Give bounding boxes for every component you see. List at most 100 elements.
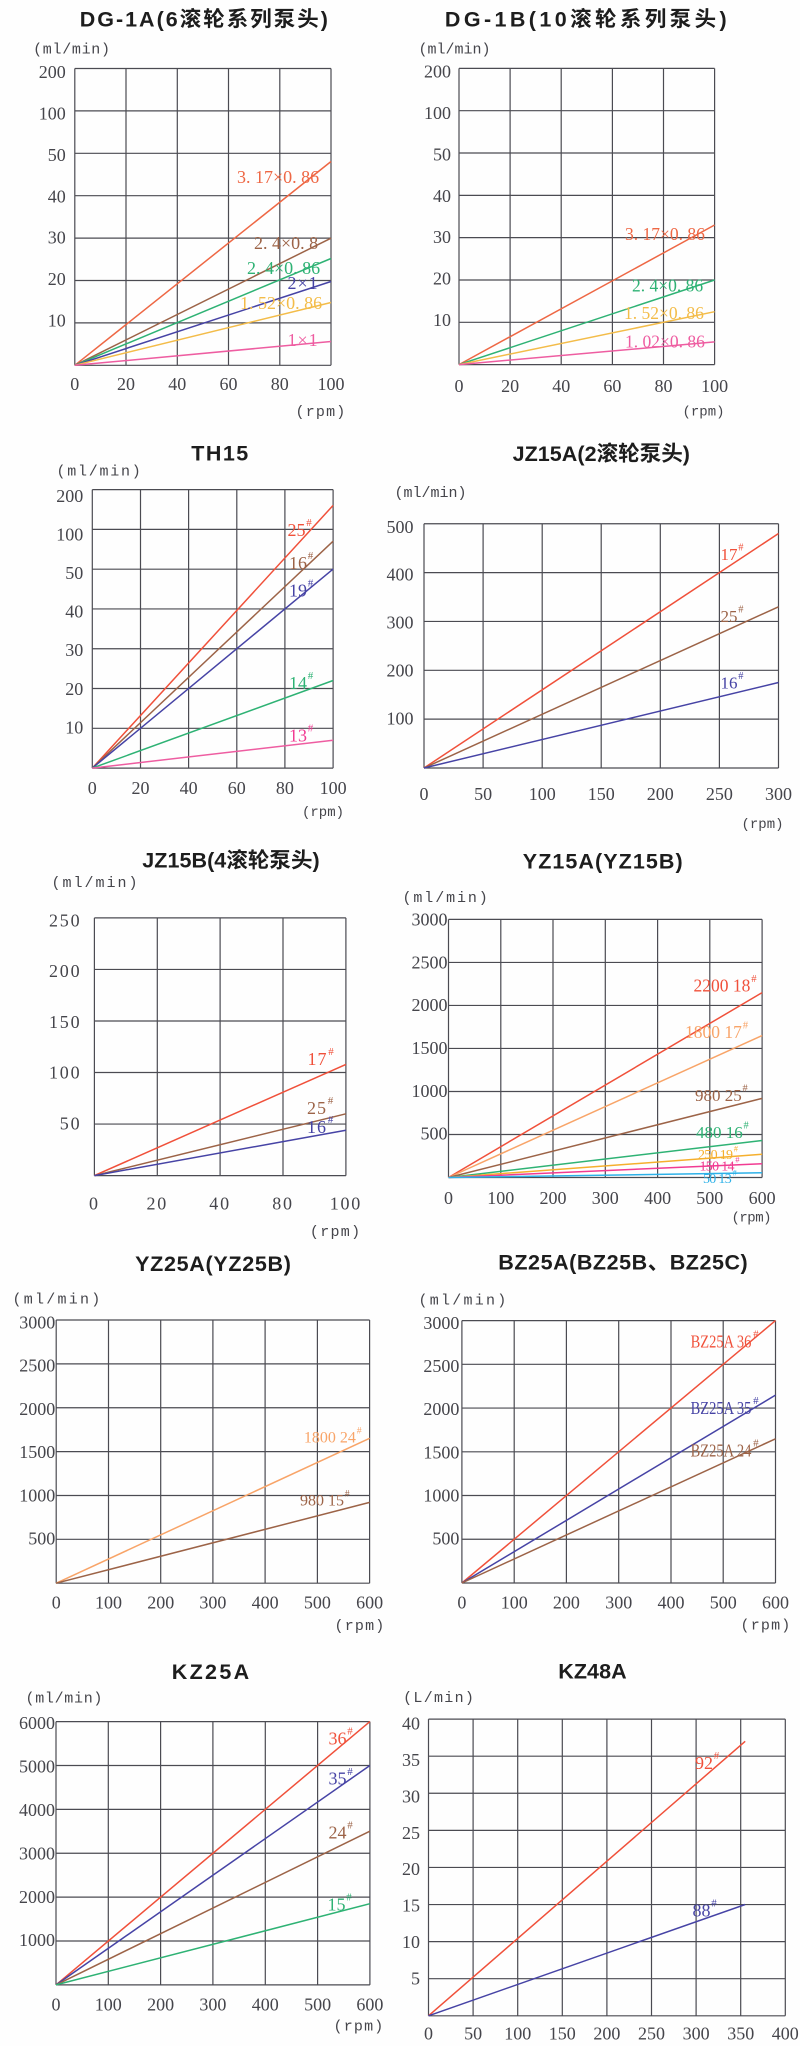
- svg-text:300: 300: [387, 613, 414, 633]
- svg-text:200: 200: [387, 661, 414, 681]
- svg-text:200: 200: [49, 961, 81, 981]
- svg-text:1. 02×0. 86: 1. 02×0. 86: [625, 332, 705, 352]
- svg-text:JZ15A(2: JZ15A(2: [513, 442, 597, 466]
- svg-text:2000: 2000: [423, 1399, 459, 1419]
- svg-text:40: 40: [402, 1714, 420, 1734]
- svg-text:100: 100: [330, 1194, 362, 1214]
- svg-text:6000: 6000: [19, 1713, 55, 1733]
- svg-text:300: 300: [592, 1188, 619, 1208]
- svg-text:500: 500: [304, 1995, 331, 2015]
- svg-text:#: #: [308, 723, 314, 735]
- svg-text:#: #: [345, 1489, 350, 1500]
- svg-text:600: 600: [356, 1593, 383, 1613]
- svg-text:200: 200: [540, 1188, 567, 1208]
- svg-text:20: 20: [65, 679, 83, 699]
- svg-text:JZ15B(4: JZ15B(4: [142, 849, 226, 873]
- svg-text:15: 15: [402, 1896, 420, 1916]
- svg-text:#: #: [357, 1426, 362, 1437]
- svg-text:25: 25: [288, 520, 306, 540]
- svg-text:30: 30: [433, 227, 451, 247]
- svg-text:16: 16: [721, 674, 738, 693]
- svg-text:20: 20: [48, 269, 66, 289]
- svg-text:100: 100: [387, 708, 414, 728]
- svg-text:0: 0: [420, 784, 429, 804]
- svg-text:5: 5: [411, 1968, 420, 1988]
- svg-text:30: 30: [402, 1786, 420, 1806]
- svg-text:480 16: 480 16: [696, 1123, 743, 1142]
- svg-text:(ml/min): (ml/min): [33, 42, 111, 59]
- svg-text:(ml/min): (ml/min): [26, 1691, 104, 1708]
- svg-text:100: 100: [318, 374, 345, 394]
- svg-text:30: 30: [48, 228, 66, 248]
- svg-text:#: #: [744, 1121, 749, 1132]
- svg-text:350: 350: [727, 2024, 754, 2044]
- svg-text:250: 250: [49, 911, 81, 931]
- svg-text:16: 16: [289, 553, 307, 573]
- svg-text:0: 0: [88, 778, 97, 798]
- svg-text:(rpm): (rpm): [296, 404, 347, 421]
- svg-text:15: 15: [328, 1895, 346, 1915]
- svg-text:#: #: [711, 1898, 717, 1910]
- svg-text:150: 150: [549, 2024, 576, 2044]
- svg-text:500: 500: [421, 1124, 448, 1144]
- svg-text:#: #: [751, 973, 757, 985]
- svg-text:(ml/min): (ml/min): [57, 464, 143, 481]
- svg-text:300: 300: [199, 1593, 226, 1613]
- svg-text:0: 0: [70, 374, 79, 394]
- svg-text:100: 100: [56, 525, 83, 545]
- svg-text:980 25: 980 25: [695, 1086, 742, 1105]
- svg-text:3000: 3000: [423, 1313, 459, 1333]
- svg-text:50: 50: [433, 144, 451, 164]
- svg-text:(rpm): (rpm): [302, 805, 344, 821]
- svg-text:#: #: [328, 1046, 334, 1058]
- svg-text:25: 25: [721, 607, 738, 626]
- svg-text:(rpm): (rpm): [683, 405, 725, 421]
- svg-text:500: 500: [304, 1593, 331, 1613]
- svg-text:0: 0: [455, 376, 464, 396]
- svg-text:500: 500: [28, 1529, 55, 1549]
- svg-text:#: #: [328, 1095, 334, 1107]
- svg-text:TH15: TH15: [191, 442, 250, 466]
- svg-text:#: #: [306, 517, 312, 529]
- svg-text:250 19: 250 19: [698, 1148, 733, 1163]
- svg-text:20: 20: [117, 374, 135, 394]
- svg-text:0: 0: [457, 1593, 466, 1613]
- svg-text:BZ25A(BZ25B: BZ25A(BZ25B: [498, 1251, 647, 1275]
- svg-text:40: 40: [433, 186, 451, 206]
- svg-text:100: 100: [501, 1593, 528, 1613]
- svg-text:13: 13: [289, 726, 307, 746]
- svg-text:0: 0: [52, 1593, 61, 1613]
- svg-text:1. 52×0. 86: 1. 52×0. 86: [240, 293, 322, 313]
- svg-text:#: #: [753, 1438, 759, 1450]
- svg-text:250: 250: [638, 2024, 665, 2044]
- svg-text:1000: 1000: [423, 1485, 459, 1505]
- svg-text:1. 52×0. 86: 1. 52×0. 86: [624, 303, 704, 323]
- svg-text:(rpm): (rpm): [742, 817, 784, 833]
- svg-text:10: 10: [433, 310, 451, 330]
- svg-text:1500: 1500: [19, 1442, 55, 1462]
- svg-text:): ): [321, 7, 330, 31]
- svg-text:80: 80: [655, 376, 673, 396]
- svg-text:80: 80: [272, 1194, 294, 1214]
- svg-text:2500: 2500: [412, 952, 448, 972]
- svg-text:(rpm): (rpm): [334, 2019, 385, 2036]
- svg-text:10: 10: [48, 311, 66, 331]
- svg-text:#: #: [308, 550, 314, 562]
- svg-text:19: 19: [289, 581, 307, 601]
- svg-text:80: 80: [276, 778, 294, 798]
- svg-text:2500: 2500: [19, 1356, 55, 1376]
- svg-text:#: #: [734, 1143, 739, 1153]
- svg-text:(ml/min): (ml/min): [52, 875, 140, 892]
- svg-text:200: 200: [553, 1593, 580, 1613]
- svg-text:30: 30: [65, 640, 83, 660]
- svg-text:100: 100: [529, 784, 556, 804]
- svg-text:20: 20: [501, 376, 519, 396]
- svg-text:(rpm): (rpm): [310, 1224, 362, 1241]
- svg-text:YZ25A(YZ25B): YZ25A(YZ25B): [135, 1252, 292, 1276]
- svg-text:#: #: [738, 543, 743, 554]
- svg-text:2. 4×0. 86: 2. 4×0. 86: [247, 258, 320, 278]
- svg-text:2000: 2000: [19, 1887, 55, 1907]
- svg-text:#: #: [743, 1019, 749, 1031]
- svg-text:): ): [683, 442, 690, 466]
- svg-text:400: 400: [772, 2024, 799, 2044]
